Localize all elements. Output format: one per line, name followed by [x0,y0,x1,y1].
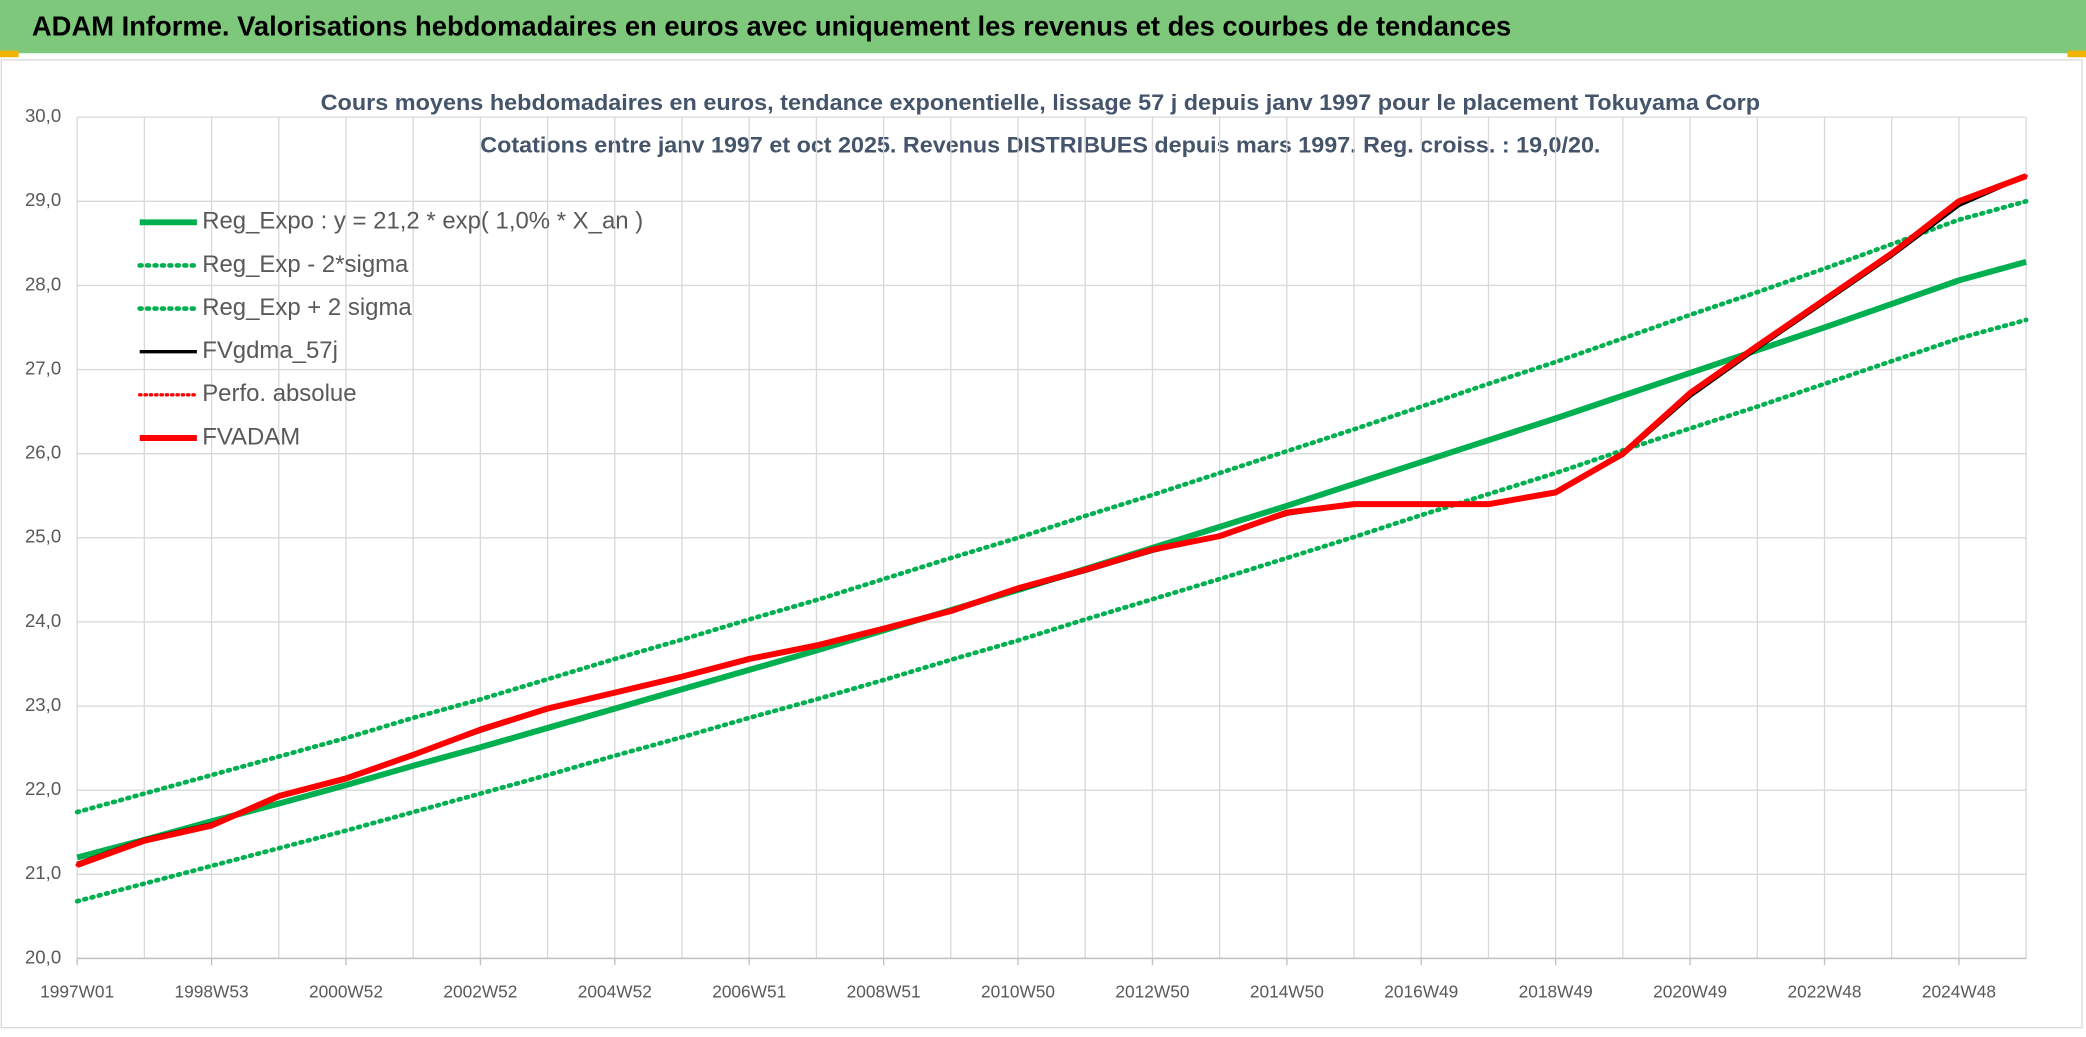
chart-subtitle: Cotations entre janv 1997 et oct 2025. R… [480,132,1600,157]
x-tick-label: 2002W52 [443,982,517,1002]
y-tick-label: 20,0 [25,946,61,967]
legend-label: Reg_Exp + 2 sigma [202,294,412,321]
x-tick-label: 2022W48 [1788,982,1862,1002]
x-tick-label: 2010W50 [981,982,1055,1002]
legend-label: Perfo. absolue [202,380,356,407]
y-tick-label: 24,0 [25,610,61,631]
y-tick-label: 25,0 [25,526,61,547]
y-tick-label: 29,0 [25,189,61,210]
x-tick-label: 2004W52 [578,982,652,1002]
legend-label: Reg_Expo : y = 21,2 * exp( 1,0% * X_an ) [202,208,643,235]
header-bar [0,0,2086,54]
y-tick-label: 27,0 [25,357,61,378]
legend-label: Reg_Exp - 2*sigma [202,251,409,278]
x-tick-label: 2000W52 [309,982,383,1002]
series-line [74,198,2029,815]
y-tick-label: 26,0 [25,442,61,463]
x-tick-label: 2018W49 [1519,982,1593,1002]
x-tick-label: 2006W51 [712,982,786,1002]
chart-frame [0,59,2083,1029]
y-tick-label: 30,0 [25,105,61,126]
x-tick-label: 2024W48 [1922,982,1996,1002]
series-line [76,173,2028,868]
legend-label: FVgdma_57j [202,337,338,364]
y-tick-label: 21,0 [25,862,61,883]
x-tick-label: 2008W51 [847,982,921,1002]
corner-mark [0,50,19,58]
legend-label: FVADAM [202,423,300,450]
header-title: ADAM Informe. Valorisations hebdomadaire… [32,10,1511,41]
corner-mark [2067,50,2086,58]
chart-title: Cours moyens hebdomadaires en euros, ten… [321,90,1760,115]
y-tick-label: 28,0 [25,273,61,294]
x-tick-label: 2020W49 [1653,982,1727,1002]
y-tick-label: 22,0 [25,778,61,799]
x-tick-label: 1998W53 [175,982,249,1002]
x-tick-label: 2014W50 [1250,982,1324,1002]
plot-area: 20,0 21,0 22,0 23,0 24,0 25,0 26,0 27,0 28,0 29,0… [25,105,2029,1002]
x-tick-label: 2016W49 [1384,982,1458,1002]
y-tick-label: 23,0 [25,694,61,715]
x-tick-label: 1997W01 [40,982,114,1002]
series-line [74,317,2029,904]
x-tick-label: 2012W50 [1115,982,1189,1002]
